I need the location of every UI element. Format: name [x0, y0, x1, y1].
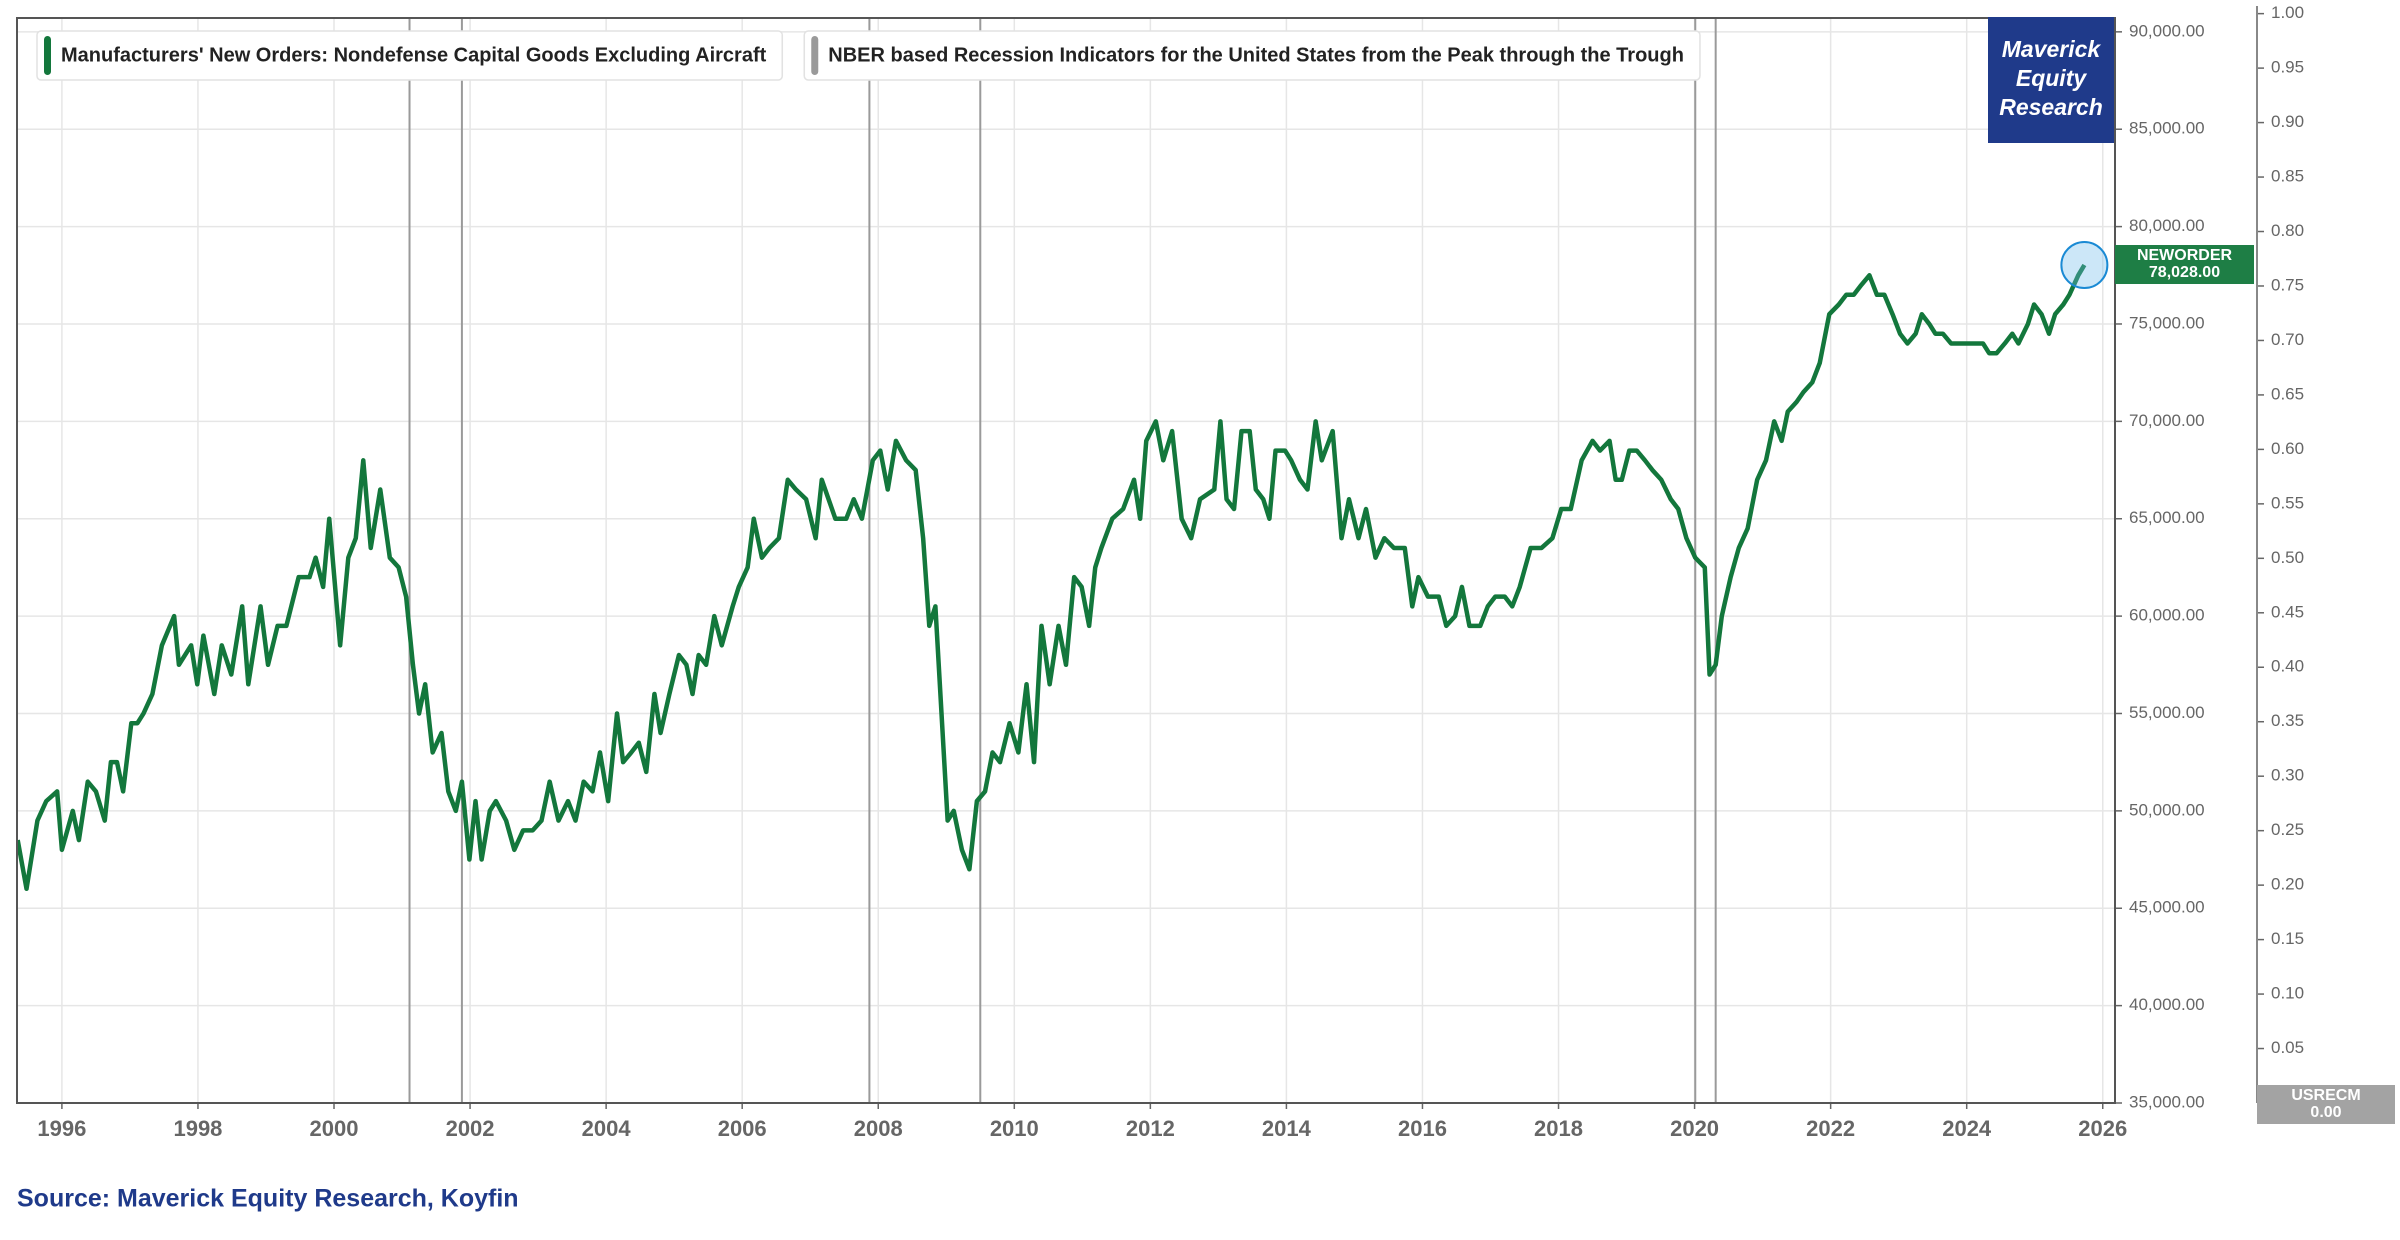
- logo-text: Research: [1999, 94, 2103, 120]
- x-tick-label: 2026: [2078, 1116, 2127, 1141]
- x-tick-label: 2022: [1806, 1116, 1855, 1141]
- y-tick-label: 50,000.00: [2129, 800, 2205, 819]
- x-tick-label: 2020: [1670, 1116, 1719, 1141]
- y2-tick-label: 0.80: [2271, 221, 2304, 240]
- value-tag-name: USRECM: [2291, 1087, 2360, 1104]
- logo-box: [1988, 17, 2114, 143]
- y2-tick-label: 0.55: [2271, 493, 2304, 512]
- overlay: Manufacturers' New Orders: Nondefense Ca…: [36, 17, 2395, 1124]
- legend-swatch: [44, 36, 51, 75]
- legend-box: [36, 30, 784, 81]
- x-tick-label: 1998: [173, 1116, 222, 1141]
- y2-tick-label: 0.05: [2271, 1038, 2304, 1057]
- value-tag: [2257, 1085, 2395, 1124]
- y2-tick-label: 0.90: [2271, 112, 2304, 131]
- y-tick-label: 65,000.00: [2129, 508, 2205, 527]
- y2-tick-label: 0.30: [2271, 766, 2304, 785]
- x-tick-label: 1996: [37, 1116, 86, 1141]
- value-tag-label: 0.00: [2310, 1104, 2341, 1121]
- y2-tick-label: 0.95: [2271, 58, 2304, 77]
- y-tick-label: 85,000.00: [2129, 119, 2205, 138]
- legend-label: Manufacturers' New Orders: Nondefense Ca…: [61, 44, 767, 66]
- x-tick-label: 2000: [310, 1116, 359, 1141]
- x-tick-label: 2014: [1262, 1116, 1312, 1141]
- x-tick-label: 2018: [1534, 1116, 1583, 1141]
- y2-tick-label: 0.60: [2271, 439, 2304, 458]
- logo-text: Maverick: [2002, 36, 2102, 62]
- legend-item: Manufacturers' New Orders: Nondefense Ca…: [36, 30, 784, 81]
- y2-tick-label: 0.85: [2271, 167, 2304, 186]
- plot-frame: [16, 17, 2116, 1104]
- x-tick-label: 2010: [990, 1116, 1039, 1141]
- legend-box: [803, 30, 1701, 81]
- legend-item: NBER based Recession Indicators for the …: [803, 30, 1701, 81]
- y-tick-label: 55,000.00: [2129, 703, 2205, 722]
- y2-tick-label: 0.10: [2271, 984, 2304, 1003]
- x-tick-label: 2002: [446, 1116, 495, 1141]
- y2-tick-label: 0.50: [2271, 548, 2304, 567]
- y2-tick-label: 0.20: [2271, 875, 2304, 894]
- y-tick-label: 60,000.00: [2129, 606, 2205, 625]
- logo-text: Equity: [2016, 65, 2087, 91]
- x-tick-label: 2006: [718, 1116, 767, 1141]
- y2-tick-label: 1.00: [2271, 3, 2304, 22]
- y-tick-label: 90,000.00: [2129, 21, 2205, 40]
- y2-tick-label: 0.25: [2271, 820, 2304, 839]
- legend-label: NBER based Recession Indicators for the …: [828, 44, 1684, 66]
- y2-tick-label: 0.75: [2271, 275, 2304, 294]
- x-tick-label: 2024: [1942, 1116, 1992, 1141]
- legend-swatch: [811, 36, 819, 75]
- y-tick-label: 35,000.00: [2129, 1092, 2205, 1111]
- source-note: Source: Maverick Equity Research, Koyfin: [17, 1185, 519, 1213]
- y2-tick-label: 0.70: [2271, 330, 2304, 349]
- y-tick-label: 45,000.00: [2129, 898, 2205, 917]
- x-tick-label: 2016: [1398, 1116, 1447, 1141]
- y2-tick-label: 0.40: [2271, 657, 2304, 676]
- value-tag: [2115, 245, 2254, 285]
- y2-tick-label: 0.15: [2271, 929, 2304, 948]
- x-tick-label: 2012: [1126, 1116, 1175, 1141]
- y2-tick-label: 0.35: [2271, 711, 2304, 730]
- value-tag-name: NEWORDER: [2137, 247, 2233, 264]
- series-line: [17, 263, 2087, 892]
- x-tick-label: 2004: [582, 1116, 632, 1141]
- last-point-marker: [2060, 241, 2109, 290]
- axes: 1996 1998 2000 2002 2004 2006 2008 2010 2012 2014…: [16, 3, 2304, 1141]
- x-tick-label: 2008: [854, 1116, 903, 1141]
- y-tick-label: 75,000.00: [2129, 313, 2205, 332]
- y2-tick-label: 0.45: [2271, 602, 2304, 621]
- y-tick-label: 40,000.00: [2129, 995, 2205, 1014]
- y-tick-label: 70,000.00: [2129, 411, 2205, 430]
- value-tag-label: 78,028.00: [2149, 264, 2220, 281]
- y-tick-label: 80,000.00: [2129, 216, 2205, 235]
- series-layer: [17, 18, 2087, 1103]
- y2-tick-label: 0.65: [2271, 384, 2304, 403]
